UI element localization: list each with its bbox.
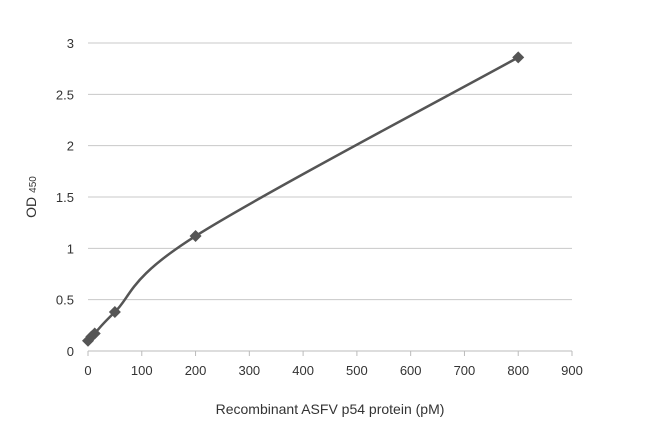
y-tick-label: 2.5 <box>56 87 74 102</box>
y-tick-label: 3 <box>67 36 74 51</box>
data-point <box>189 230 202 243</box>
x-tick-label: 700 <box>454 363 476 378</box>
x-tick-label: 800 <box>507 363 529 378</box>
x-tick-label: 300 <box>238 363 260 378</box>
x-tick-label: 200 <box>185 363 207 378</box>
x-tick-label: 900 <box>561 363 583 378</box>
x-tick-label: 500 <box>346 363 368 378</box>
y-tick-label: 2 <box>67 139 74 154</box>
series-line <box>87 56 519 342</box>
data-point <box>512 51 525 64</box>
y-tick-label: 1 <box>67 241 74 256</box>
y-tick-label: 1.5 <box>56 190 74 205</box>
y-tick-label: 0 <box>67 344 74 359</box>
x-tick-label: 0 <box>84 363 91 378</box>
data-point <box>88 327 101 340</box>
y-axis-label: OD450 <box>23 176 39 218</box>
x-axis-label: Recombinant ASFV p54 protein (pM) <box>216 401 445 417</box>
x-tick-label: 600 <box>400 363 422 378</box>
data-point <box>108 305 121 318</box>
y-tick-label: 0.5 <box>56 293 74 308</box>
x-tick-label: 100 <box>131 363 153 378</box>
x-tick-label: 400 <box>292 363 314 378</box>
